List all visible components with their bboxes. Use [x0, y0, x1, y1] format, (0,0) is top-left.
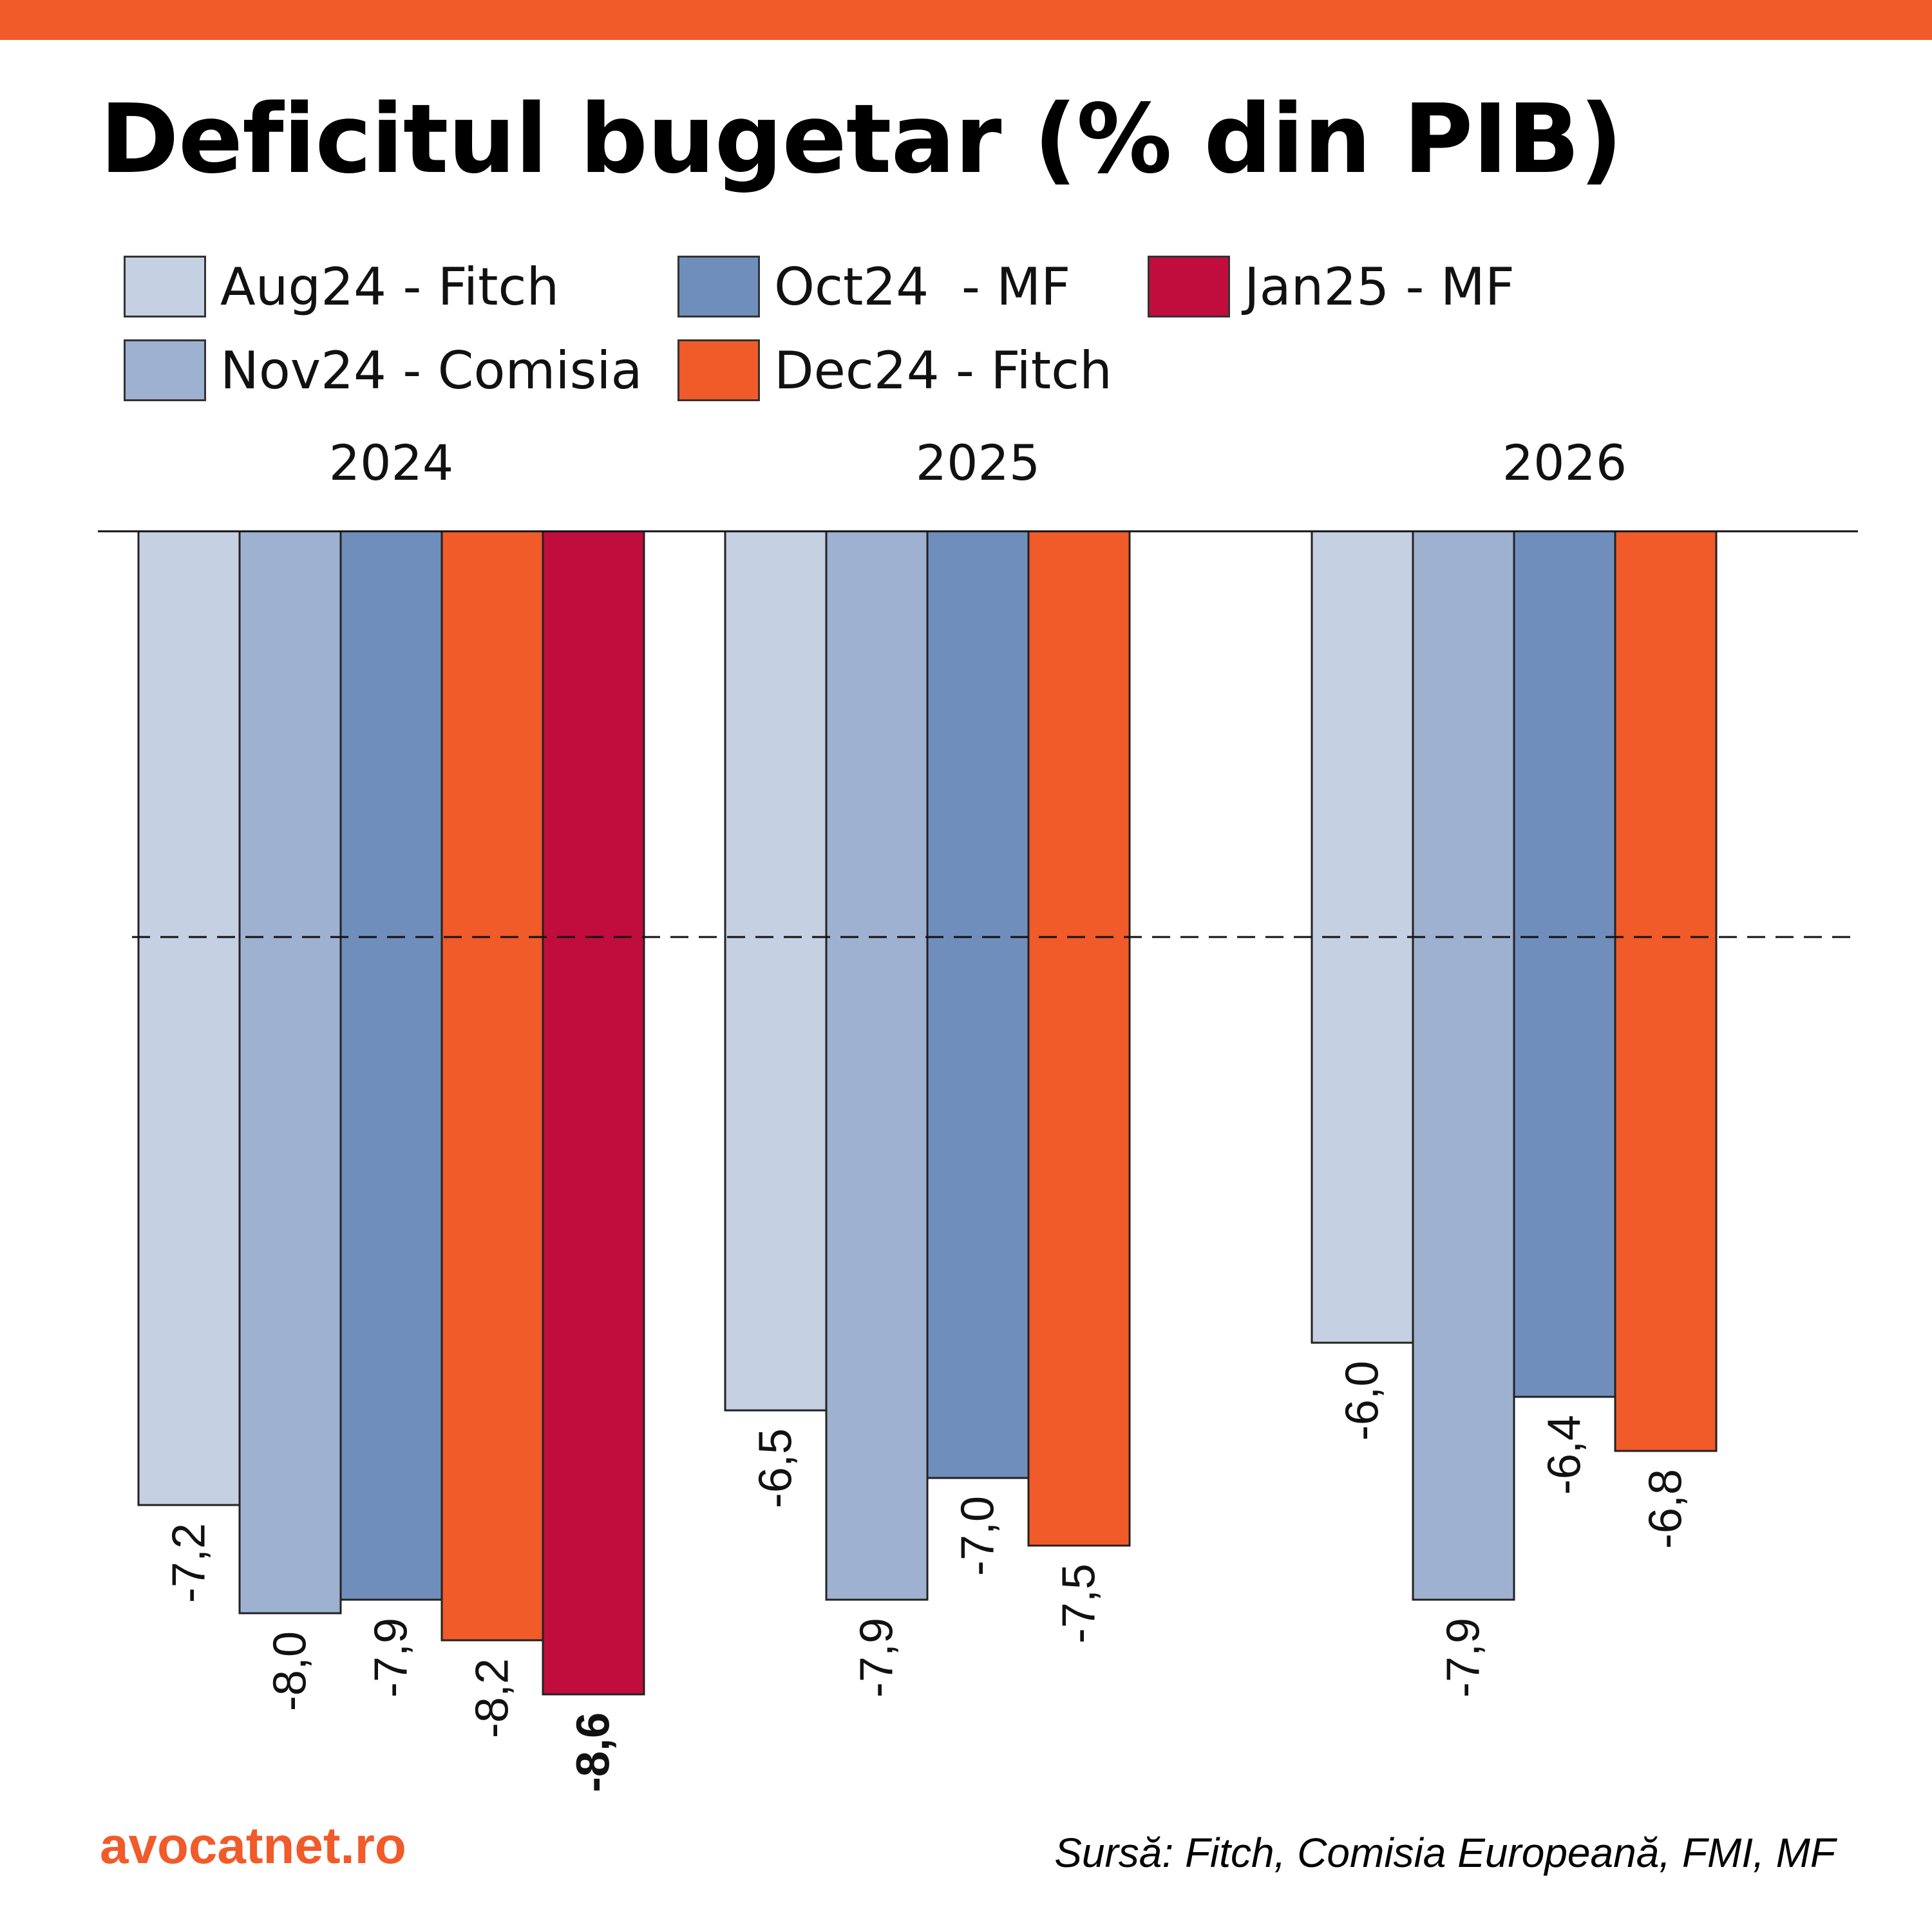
data-label: -8,2 — [467, 1658, 518, 1738]
data-label: -6,8 — [1640, 1469, 1692, 1549]
legend-swatch — [124, 256, 206, 317]
data-label: -6,0 — [1337, 1361, 1388, 1441]
data-label: -7,2 — [164, 1523, 215, 1603]
category-label: 2025 — [916, 434, 1040, 491]
legend-item: Nov24 - Comisia — [124, 338, 643, 402]
data-label: -7,9 — [366, 1618, 417, 1698]
legend-label: Dec24 - Fitch — [774, 340, 1112, 401]
bar — [440, 530, 544, 1642]
data-label: -8,6 — [568, 1712, 620, 1792]
legend-item: Oct24 - MF — [677, 254, 1070, 319]
chart-title: Deficitul bugetar (% din PIB) — [100, 84, 1623, 194]
bar — [1412, 530, 1515, 1601]
bar — [1027, 530, 1131, 1547]
bar — [724, 530, 828, 1412]
legend-label: Oct24 - MF — [774, 256, 1071, 317]
legend-swatch — [124, 339, 206, 401]
data-label: -6,4 — [1539, 1415, 1591, 1495]
legend-label: Aug24 - Fitch — [220, 256, 560, 317]
legend-item: Jan25 - MF — [1148, 254, 1515, 319]
data-label: -7,9 — [851, 1618, 903, 1698]
bar — [238, 530, 342, 1615]
brand-logo-text[interactable]: avocatnet.ro — [100, 1817, 406, 1874]
bar — [137, 530, 241, 1506]
bar — [1513, 530, 1616, 1398]
legend-label: Nov24 - Comisia — [220, 340, 643, 401]
data-label: -7,0 — [952, 1496, 1004, 1576]
bar — [542, 530, 645, 1696]
data-label: -7,5 — [1054, 1564, 1105, 1643]
data-label: -7,9 — [1438, 1618, 1490, 1698]
legend-item: Aug24 - Fitch — [124, 254, 559, 319]
legend-swatch — [1148, 256, 1230, 317]
data-label: -6,5 — [750, 1428, 802, 1508]
legend-swatch — [677, 256, 760, 317]
source-note: Sursă: Fitch, Comisia Europeană, FMI, MF — [1054, 1830, 1835, 1876]
data-label: -8,0 — [265, 1631, 316, 1711]
legend-swatch — [677, 339, 760, 401]
bar — [339, 530, 443, 1601]
bar — [825, 530, 929, 1601]
bar-chart: 2024 2025 2026 -7,2 -8,0 -7,9 -8,2 -8,6 -6,5 -7,9… — [98, 434, 1858, 1792]
top-accent-bar — [0, 0, 1932, 40]
category-label: 2024 — [329, 434, 453, 491]
bar — [926, 530, 1030, 1479]
category-label: 2026 — [1502, 434, 1627, 491]
bar — [1614, 530, 1718, 1452]
legend-item: Dec24 - Fitch — [677, 338, 1112, 402]
legend-label: Jan25 - MF — [1244, 256, 1515, 317]
